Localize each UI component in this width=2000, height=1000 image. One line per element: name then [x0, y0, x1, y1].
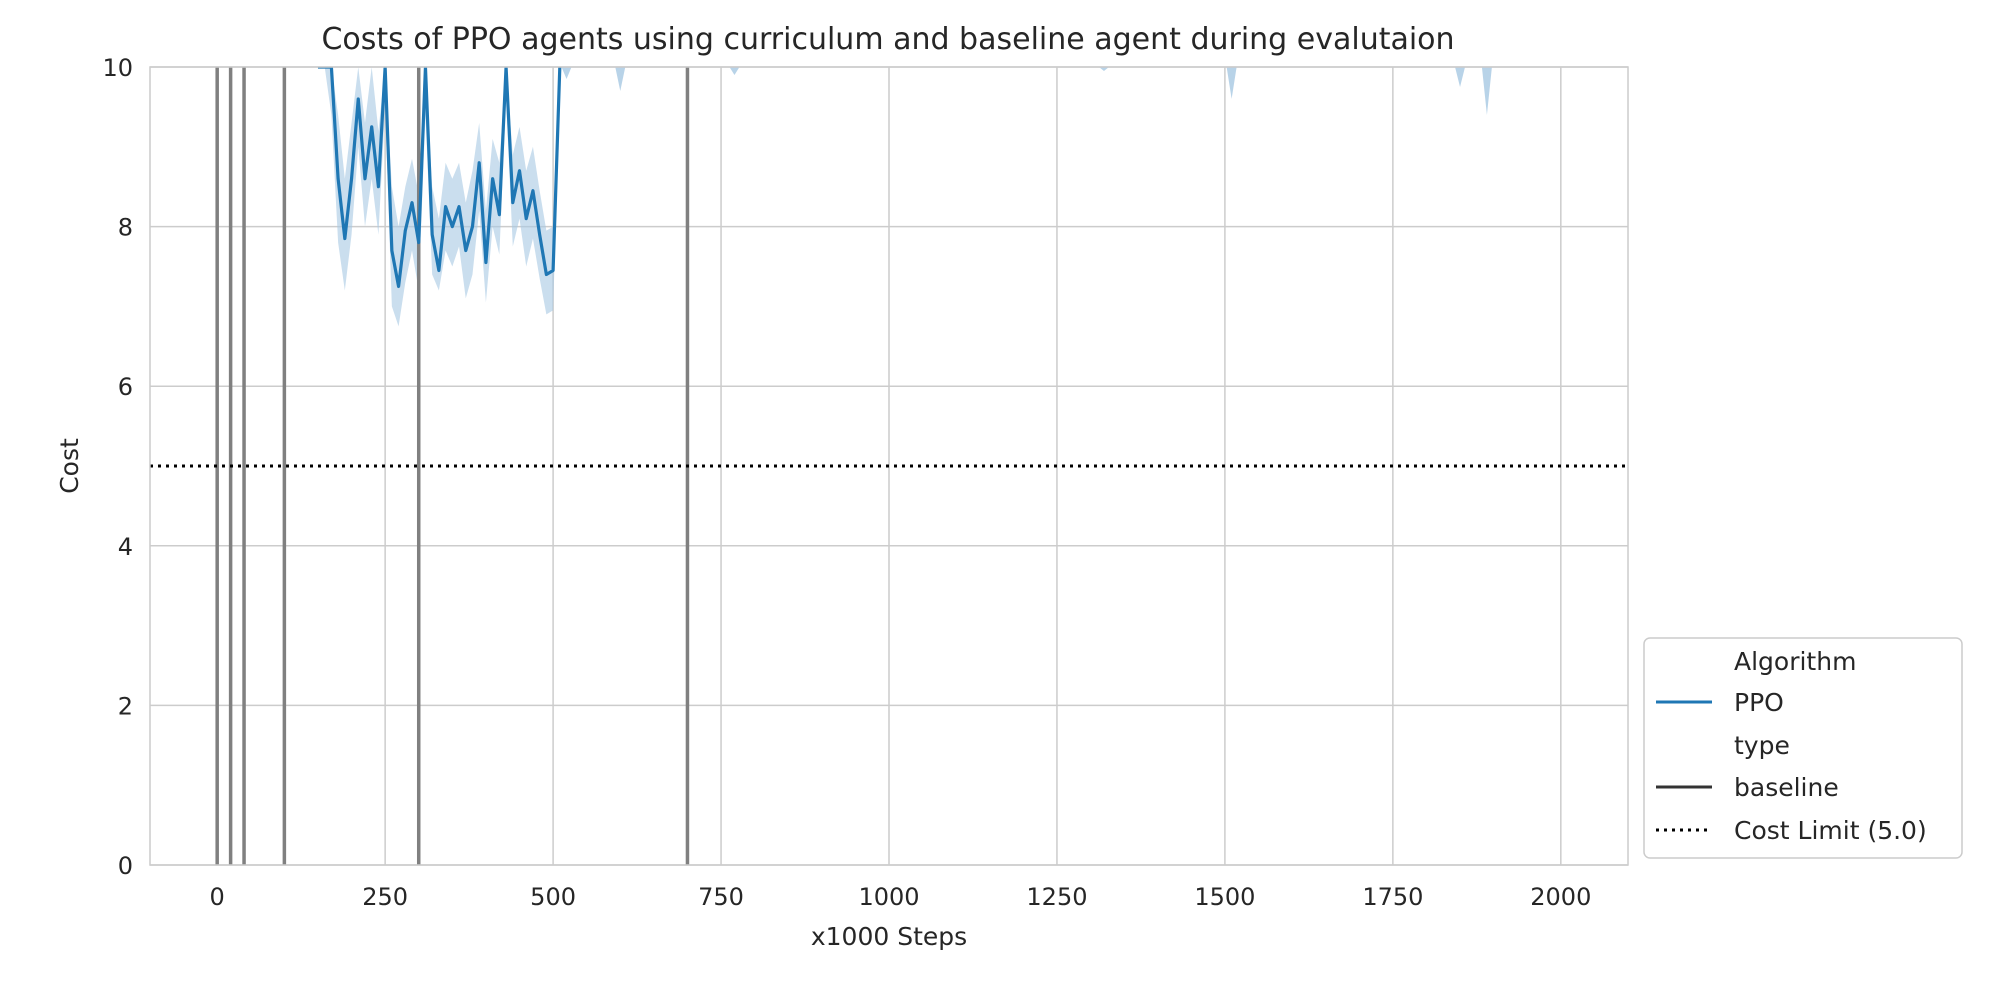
legend-box	[1643, 637, 1963, 859]
legend: Algorithm PPO type baseline Cost Limit (…	[1643, 637, 1963, 859]
x-tick-label-2: 500	[530, 883, 576, 911]
legend-entry-ppo: PPO	[1734, 688, 1784, 717]
plot-frame	[149, 66, 1629, 866]
ppo-band-dip-0	[561, 67, 572, 79]
legend-entry-cost-limit: Cost Limit (5.0)	[1734, 816, 1927, 845]
y-tick-labels: 0 2 4 6 8 10	[102, 54, 133, 880]
plot-area	[149, 66, 1629, 866]
y-tick-label-3: 6	[118, 373, 133, 401]
legend-group-title-algorithm: Algorithm	[1734, 647, 1856, 676]
x-tick-label-3: 750	[698, 883, 744, 911]
x-tick-label-8: 2000	[1530, 883, 1591, 911]
ppo-band-dip-4	[1226, 67, 1237, 99]
confidence-bands	[317, 67, 1492, 327]
x-tick-label-7: 1750	[1362, 883, 1423, 911]
x-tick-label-1: 250	[362, 883, 408, 911]
legend-group-title-type: type	[1734, 731, 1790, 760]
ppo-band-dip-5	[1455, 67, 1466, 87]
legend-entry-baseline: baseline	[1734, 773, 1839, 802]
chart-title: Costs of PPO agents using curriculum and…	[321, 22, 1454, 57]
x-tick-label-5: 1250	[1026, 883, 1087, 911]
x-tick-labels: 0 250 500 750 1000 1250 1500 1750 2000	[210, 883, 1592, 911]
x-tick-label-0: 0	[210, 883, 225, 911]
y-tick-label-0: 0	[118, 852, 133, 880]
ppo-band-dip-2	[729, 67, 740, 75]
x-axis-label: x1000 Steps	[811, 922, 967, 951]
ppo-band-dip-1	[615, 67, 626, 91]
x-tick-label-6: 1500	[1194, 883, 1255, 911]
x-tick-label-4: 1000	[858, 883, 919, 911]
series-lines	[317, 67, 562, 289]
y-axis-label: Cost	[55, 438, 84, 494]
ppo-series-line	[317, 67, 562, 289]
y-tick-label-5: 10	[102, 54, 133, 82]
ppo-confidence-band	[317, 67, 560, 327]
y-tick-label-2: 4	[118, 533, 133, 561]
y-tick-label-1: 2	[118, 692, 133, 720]
ppo-band-dip-3	[1098, 67, 1109, 71]
y-tick-label-4: 8	[118, 214, 133, 242]
ppo-band-dip-6	[1481, 67, 1492, 115]
